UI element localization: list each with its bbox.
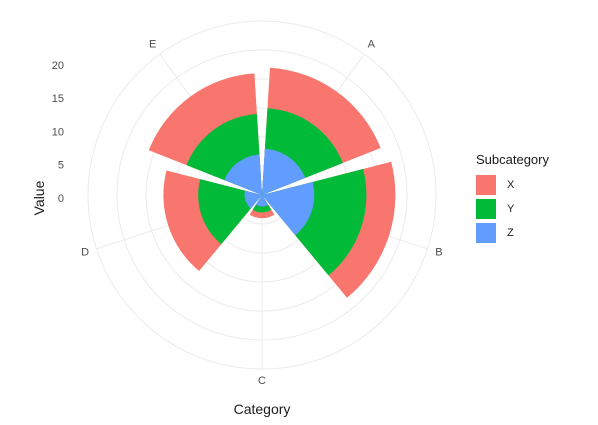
wedge-z-d	[244, 190, 262, 209]
legend-item-y: Y	[476, 197, 549, 221]
legend-label: X	[507, 179, 515, 191]
category-label: D	[81, 246, 89, 258]
y-tick-label: 0	[58, 193, 64, 205]
y-axis-title: Value	[31, 180, 47, 215]
wedge-z-b	[262, 182, 315, 236]
y-tick-label: 10	[52, 126, 64, 138]
legend-item-z: Z	[476, 221, 549, 245]
legend-title: Subcategory	[476, 152, 549, 167]
category-label: E	[149, 38, 156, 50]
legend-swatch	[476, 175, 496, 195]
legend-swatch	[476, 223, 496, 243]
wedge-z-a	[262, 148, 306, 195]
y-tick-label: 15	[52, 93, 64, 105]
x-axis-title: Category	[234, 401, 291, 417]
legend-swatch	[476, 199, 496, 219]
wedge-z-c	[255, 195, 269, 207]
category-label: C	[258, 375, 266, 387]
legend-label: Z	[507, 227, 514, 239]
category-label: B	[435, 246, 442, 258]
legend-label: Y	[507, 203, 515, 215]
y-tick-label: 20	[52, 60, 64, 72]
category-label: A	[368, 38, 376, 50]
legend-item-x: X	[476, 173, 549, 197]
y-tick-label: 5	[58, 160, 64, 172]
wedge-z-e	[224, 154, 262, 195]
